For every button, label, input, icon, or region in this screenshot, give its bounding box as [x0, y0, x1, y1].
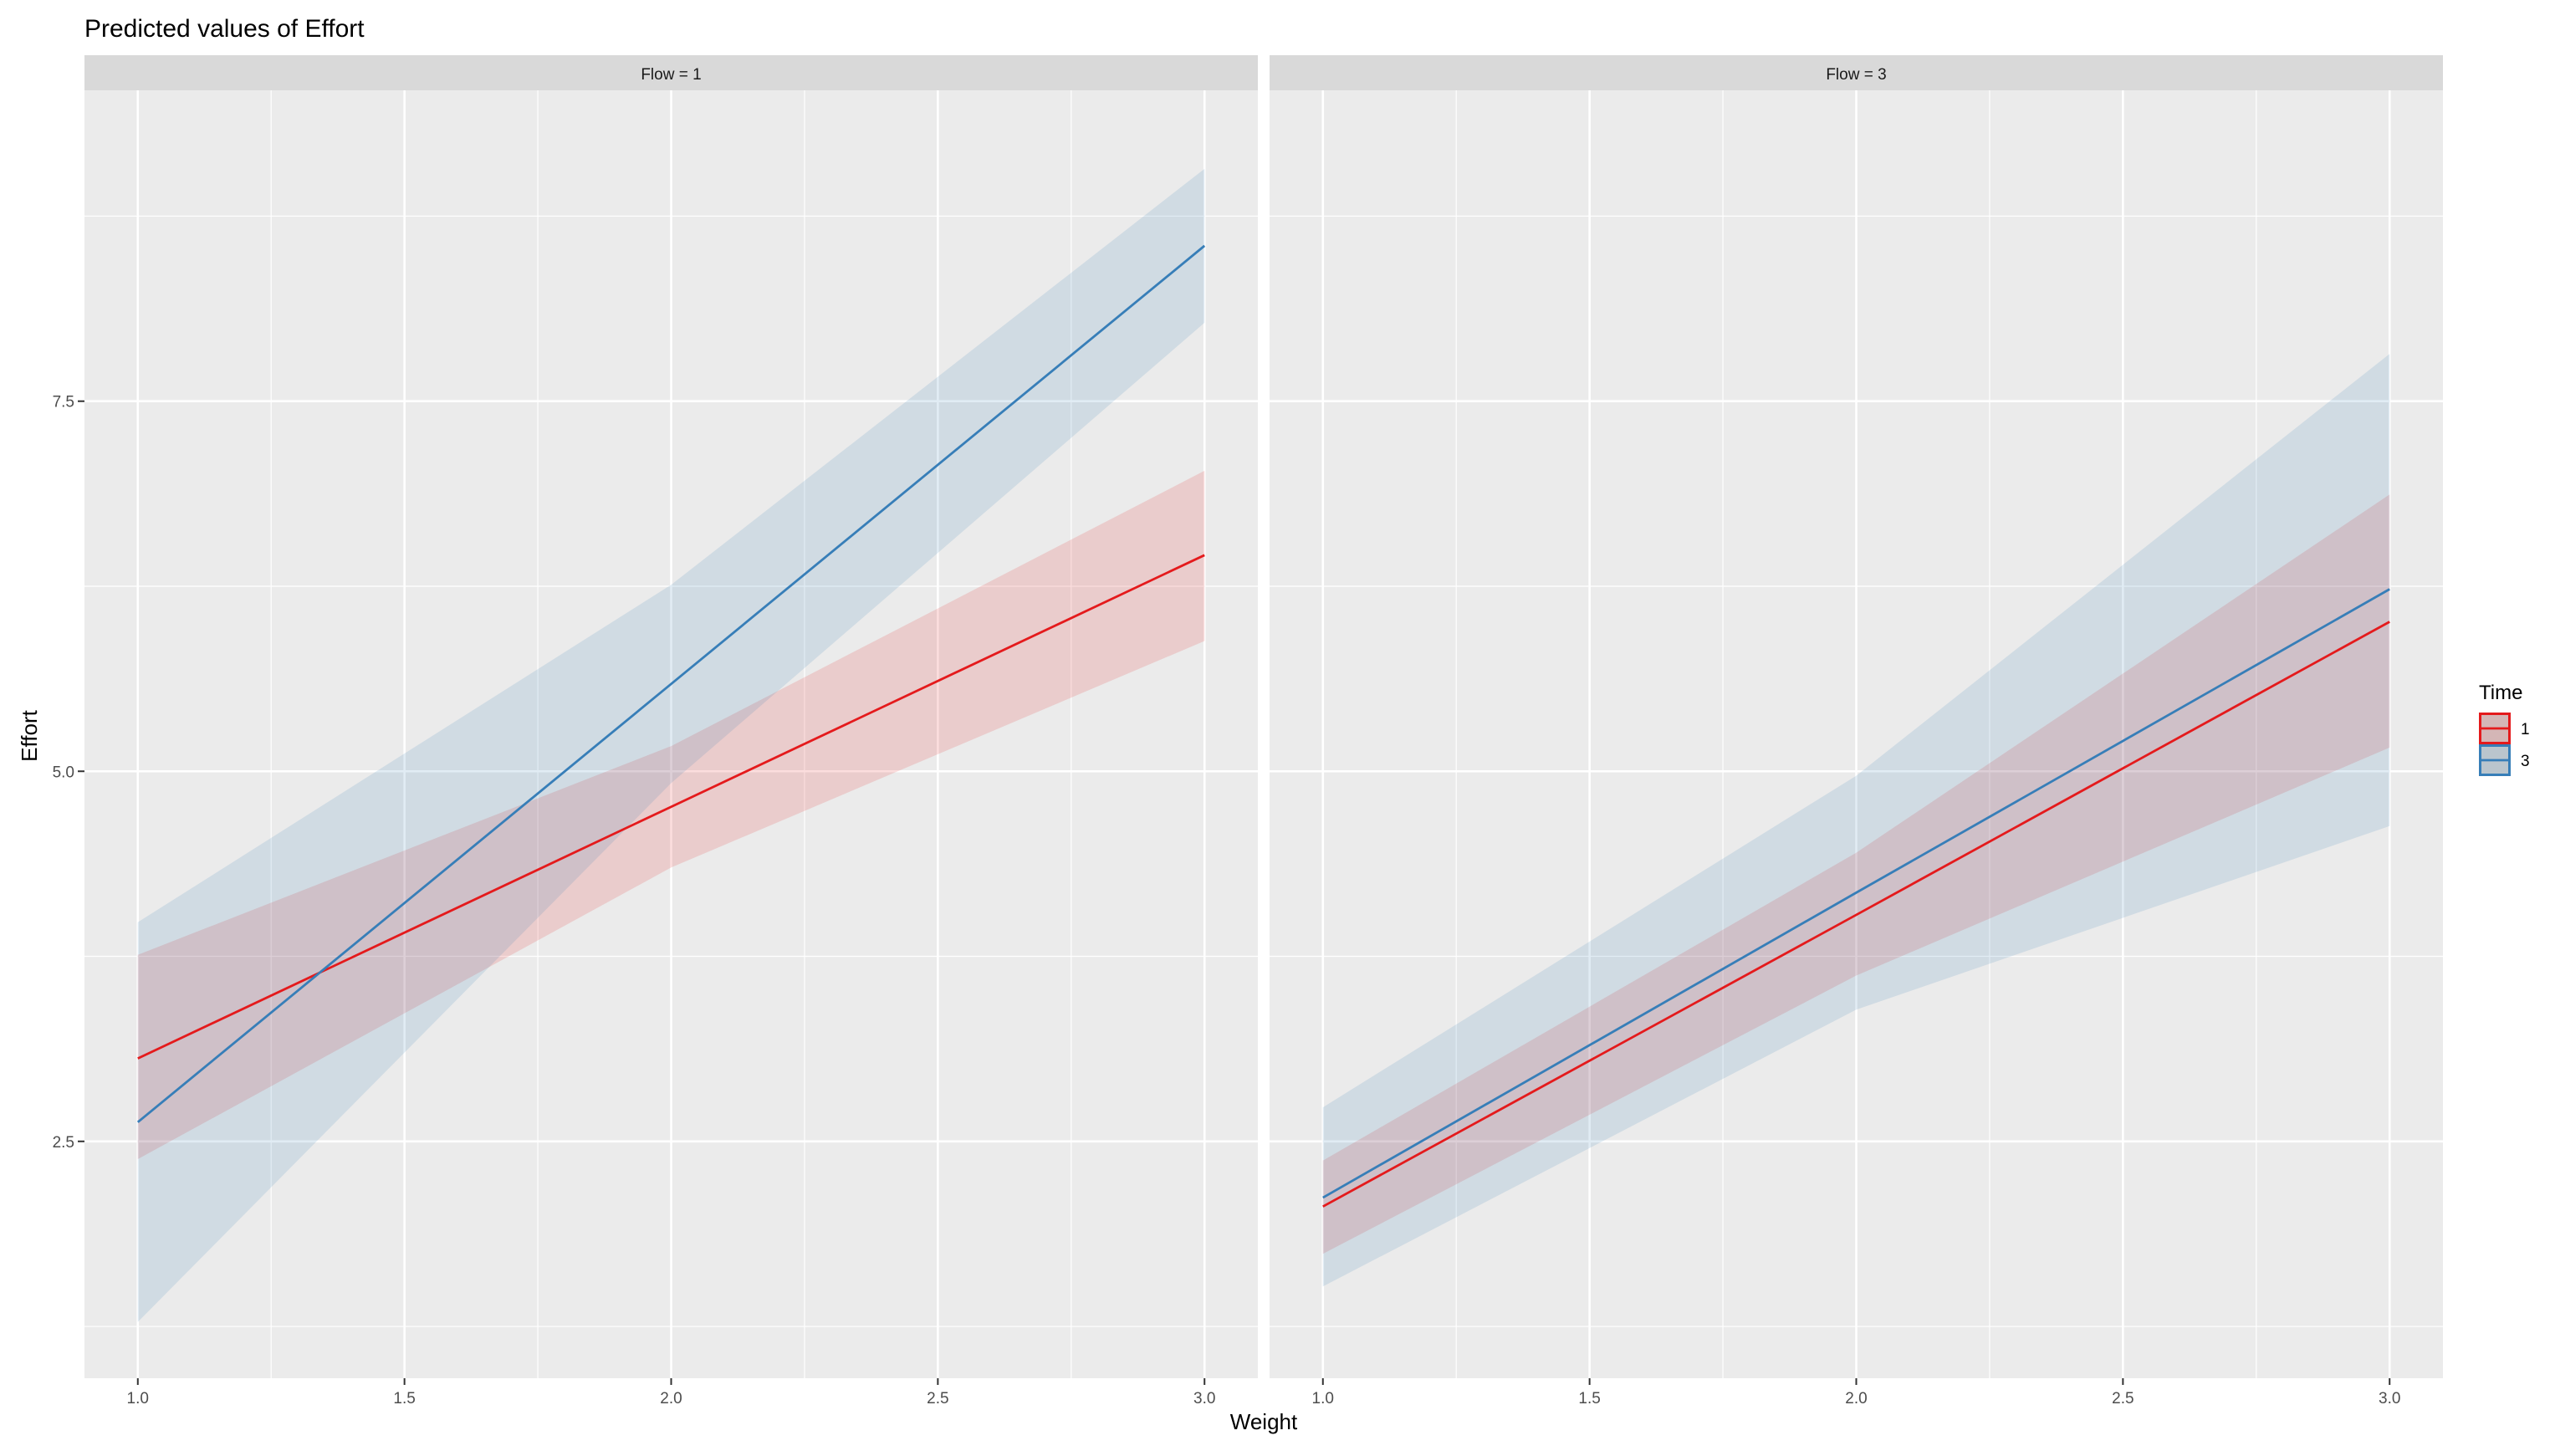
legend-label-time-3: 3	[2521, 753, 2530, 770]
x-tick-label: 1.5	[393, 1390, 415, 1407]
legend: Time 1 3	[2479, 682, 2530, 776]
x-tick-label: 3.0	[1193, 1390, 1215, 1407]
x-tick-label: 3.0	[2379, 1390, 2400, 1407]
x-axis-title: Weight	[1230, 1409, 1298, 1434]
x-tick-label: 2.5	[2112, 1390, 2134, 1407]
y-tick-label: 5.0	[53, 764, 74, 781]
x-tick-label: 1.5	[1578, 1390, 1600, 1407]
confidence-band-time-1	[137, 470, 1205, 1160]
y-tick-label: 2.5	[53, 1134, 74, 1152]
y-axis-title: Effort	[17, 709, 42, 761]
legend-label-time-1: 1	[2521, 721, 2530, 738]
x-tick-label: 1.0	[1312, 1390, 1334, 1407]
y-tick-label: 7.5	[53, 394, 74, 411]
facet-strip-label: Flow = 3	[1826, 66, 1886, 84]
confidence-band-time-3	[1322, 354, 2390, 1287]
series-line-time-1	[1322, 621, 2390, 1208]
series-line-time-3	[1322, 588, 2390, 1199]
confidence-band-time-1	[1322, 494, 2390, 1254]
x-tick-label: 2.5	[927, 1390, 948, 1407]
x-tick-label: 2.0	[1845, 1390, 1867, 1407]
chart-title: Predicted values of Effort	[84, 15, 365, 43]
series-line-time-3	[136, 244, 1206, 1123]
panels: Flow = 1 1.0 1.5 2.0 2.5 3.0 2.5 5.0 7.5 Flow = 3…	[53, 55, 2443, 1407]
legend-key-time-3	[2479, 744, 2511, 776]
facet-strip-label: Flow = 1	[641, 66, 701, 84]
legend-title: Time	[2479, 682, 2522, 704]
facet-panel-1: Flow = 1 1.0 1.5 2.0 2.5 3.0 2.5 5.0 7.5	[53, 55, 1258, 1407]
facet-panel-2: Flow = 3 1.0 1.5 2.0 2.5 3.0	[1270, 55, 2443, 1407]
facet-strip	[84, 55, 1258, 90]
x-tick-label: 1.0	[127, 1390, 149, 1407]
confidence-band-time-3	[137, 168, 1205, 1322]
legend-key-time-1	[2479, 713, 2511, 744]
x-tick-label: 2.0	[660, 1390, 682, 1407]
facet-strip	[1270, 55, 2443, 90]
